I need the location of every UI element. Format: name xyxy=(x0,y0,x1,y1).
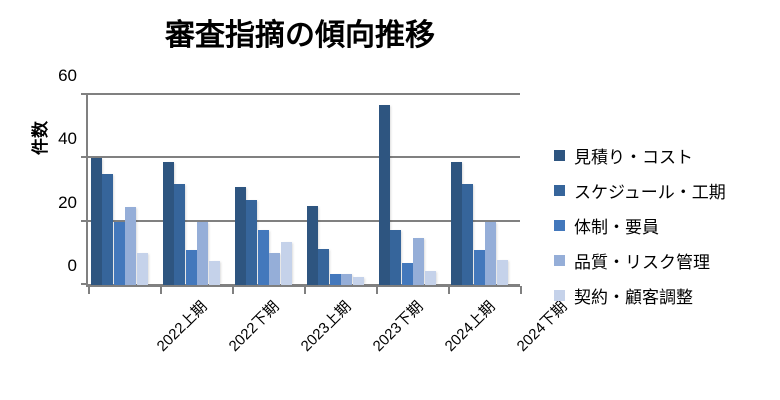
y-tick-mark xyxy=(81,283,88,285)
bar-group xyxy=(304,95,376,285)
bar[interactable] xyxy=(185,250,197,285)
bar[interactable] xyxy=(246,199,257,285)
bar[interactable] xyxy=(113,221,125,285)
x-tick-mark xyxy=(376,286,378,294)
bar-group xyxy=(232,95,304,285)
gridline xyxy=(88,219,520,222)
y-axis-title: 件数 xyxy=(31,121,50,155)
x-tick-label: 2023下期 xyxy=(369,298,427,355)
legend-label: 契約・顧客調整 xyxy=(574,288,693,307)
bar[interactable] xyxy=(136,253,148,285)
legend-swatch-icon xyxy=(554,150,565,161)
gridline xyxy=(88,93,520,95)
y-axis-line xyxy=(86,95,88,287)
y-tick-mark xyxy=(81,93,88,95)
bar[interactable] xyxy=(341,273,352,285)
bar[interactable] xyxy=(269,253,280,285)
y-tick-label: 40 xyxy=(58,129,77,149)
y-tick-label: 0 xyxy=(67,256,77,275)
y-tick-label: 20 xyxy=(58,192,77,212)
bar[interactable] xyxy=(257,229,269,285)
bar[interactable] xyxy=(496,259,508,285)
legend-swatch-icon xyxy=(554,255,565,266)
bar[interactable] xyxy=(234,186,246,285)
bar[interactable] xyxy=(378,104,390,285)
x-tick-mark xyxy=(304,286,306,294)
x-tick-label: 2022上期 xyxy=(153,298,211,355)
x-tick-mark xyxy=(232,286,234,294)
y-tick-mark xyxy=(81,156,88,159)
legend-label: スケジュール・工期 xyxy=(574,183,726,202)
legend-item[interactable]: 見積り・コスト xyxy=(554,138,774,173)
bar[interactable] xyxy=(90,158,102,285)
bar[interactable] xyxy=(390,229,401,285)
x-tick-mark xyxy=(520,286,522,294)
x-tick-label: 2024上期 xyxy=(441,298,499,355)
bar[interactable] xyxy=(174,183,185,285)
bar[interactable] xyxy=(197,221,208,285)
plot-area: 0 20 40 60 xyxy=(58,66,522,294)
bar[interactable] xyxy=(473,250,485,285)
legend-item[interactable]: 品質・リスク管理 xyxy=(554,243,774,278)
legend-swatch-icon xyxy=(554,185,565,196)
bar[interactable] xyxy=(424,270,436,285)
bar-group xyxy=(376,95,448,285)
legend-item[interactable]: 体制・要員 xyxy=(554,208,774,243)
legend-swatch-icon xyxy=(554,290,565,301)
legend-label: 体制・要員 xyxy=(574,218,659,237)
bar[interactable] xyxy=(208,261,220,285)
bar-group xyxy=(160,95,232,285)
bar[interactable] xyxy=(450,161,462,285)
x-tick-mark xyxy=(160,286,162,294)
legend-swatch-icon xyxy=(554,220,565,231)
bar[interactable] xyxy=(102,174,113,285)
bar[interactable] xyxy=(413,237,424,285)
bar[interactable] xyxy=(462,183,473,285)
legend-label: 見積り・コスト xyxy=(574,148,693,167)
bar[interactable] xyxy=(485,221,496,285)
bar[interactable] xyxy=(162,161,174,285)
bar[interactable] xyxy=(352,277,364,285)
bar[interactable] xyxy=(318,248,329,285)
x-tick-mark xyxy=(448,286,450,294)
y-tick-label: 60 xyxy=(58,66,77,85)
bar[interactable] xyxy=(280,242,292,285)
legend-item[interactable]: スケジュール・工期 xyxy=(554,173,774,208)
chart-title: 審査指摘の傾向推移 xyxy=(165,19,435,52)
gridline xyxy=(88,156,520,159)
legend-label: 品質・リスク管理 xyxy=(574,253,710,272)
x-tick-label: 2022下期 xyxy=(225,298,283,355)
y-tick-mark xyxy=(81,219,88,222)
x-tick-label: 2023上期 xyxy=(297,298,355,355)
bar[interactable] xyxy=(401,262,413,285)
bar[interactable] xyxy=(329,273,341,285)
legend-item[interactable]: 契約・顧客調整 xyxy=(554,278,774,313)
bar-group xyxy=(88,95,160,285)
bar[interactable] xyxy=(125,207,136,285)
bar[interactable] xyxy=(306,205,318,285)
x-axis-line xyxy=(88,284,520,287)
chart-legend: 見積り・コストスケジュール・工期 体制・要員品質・リスク管理 契約・顧客調整 xyxy=(554,138,774,313)
bar-group xyxy=(448,95,520,285)
x-tick-mark xyxy=(88,286,90,294)
